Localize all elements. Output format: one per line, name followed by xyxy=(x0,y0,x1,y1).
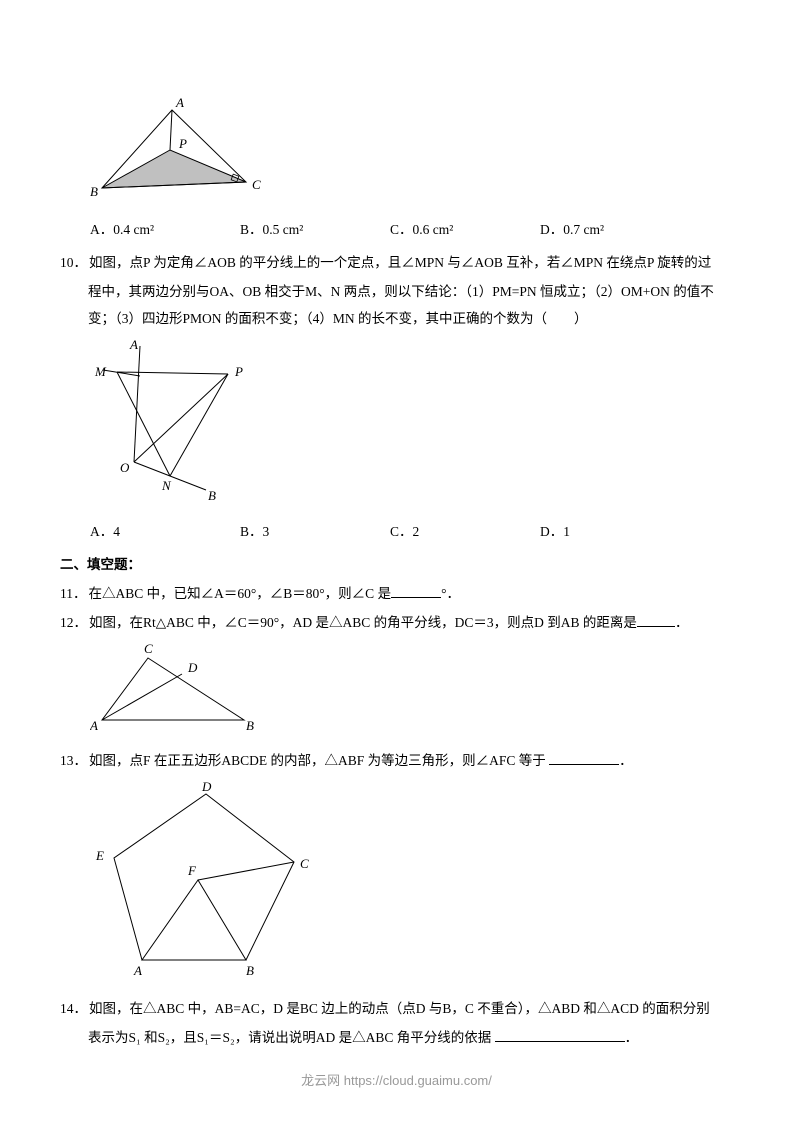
q11-text: 在△ABC 中，已知∠A＝60°，∠B＝80°，则∠C 是 °． xyxy=(89,580,734,607)
label-M: M xyxy=(94,364,107,379)
q14-text1: 如图，在△ABC 中，AB=AC，D 是BC 边上的动点（点D 与B，C 不重合… xyxy=(89,995,733,1022)
q12-text-after: ． xyxy=(675,615,689,630)
label-D: D xyxy=(201,780,212,794)
q10-num: 10． xyxy=(60,249,89,276)
q12-text-before: 如图，在Rt△ABC 中，∠C＝90°，AD 是△ABC 的角平分线，DC＝3，… xyxy=(89,615,637,630)
label-B: B xyxy=(208,488,216,503)
q11-text-after: °． xyxy=(441,586,460,601)
q10-text1: 如图，点P 为定角∠AOB 的平分线上的一个定点，且∠MPN 与∠AOB 互补，… xyxy=(89,249,733,276)
label-A: A xyxy=(175,96,184,110)
q10-figure: A M P O N B xyxy=(90,338,733,512)
q12-svg: C D A B xyxy=(90,642,270,732)
page-footer: 龙云网 https://cloud.guaimu.com/ xyxy=(0,1068,793,1094)
label-N: N xyxy=(161,478,172,493)
q14-blank xyxy=(495,1027,625,1042)
q9-options: A．0.4 cm² B．0.5 cm² C．0.6 cm² D．0.7 cm² xyxy=(90,216,733,243)
label-C: C xyxy=(252,177,261,192)
q14-line1: 14． 如图，在△ABC 中，AB=AC，D 是BC 边上的动点（点D 与B，C… xyxy=(60,995,733,1022)
q10-svg: A M P O N B xyxy=(90,338,270,503)
label-C: C xyxy=(300,856,309,871)
q9-option-b: B．0.5 cm² xyxy=(240,216,390,243)
q10-option-d: D．1 xyxy=(540,518,690,545)
q13-text-after: ． xyxy=(619,753,633,768)
q13-num: 13． xyxy=(60,747,89,774)
label-P: P xyxy=(234,364,243,379)
label-F: F xyxy=(187,863,197,878)
q9-figure: A P B C xyxy=(90,96,733,210)
q10-text3: 变；（3）四边形PMON 的面积不变；（4）MN 的长不变，其中正确的个数为（ … xyxy=(60,305,733,332)
q10-line1: 10． 如图，点P 为定角∠AOB 的平分线上的一个定点，且∠MPN 与∠AOB… xyxy=(60,249,733,276)
q10-option-a: A．4 xyxy=(90,518,240,545)
q12-figure: C D A B xyxy=(90,642,733,741)
q9-option-c: C．0.6 cm² xyxy=(390,216,540,243)
label-E: E xyxy=(95,848,104,863)
q12-line: 12． 如图，在Rt△ABC 中，∠C＝90°，AD 是△ABC 的角平分线，D… xyxy=(60,609,733,636)
q9-option-a: A．0.4 cm² xyxy=(90,216,240,243)
label-C: C xyxy=(144,642,153,656)
q14-text2-after: ． xyxy=(625,1030,639,1045)
label-B: B xyxy=(246,718,254,732)
q11-num: 11． xyxy=(60,580,89,607)
q12-blank xyxy=(637,612,675,627)
q13-svg: D E C F A B xyxy=(90,780,320,980)
label-B: B xyxy=(246,963,254,978)
q13-text-before: 如图，点F 在正五边形ABCDE 的内部，△ABF 为等边三角形，则∠AFC 等… xyxy=(89,753,549,768)
q10-options: A．4 B．3 C．2 D．1 xyxy=(90,518,733,545)
q13-text: 如图，点F 在正五边形ABCDE 的内部，△ABF 为等边三角形，则∠AFC 等… xyxy=(89,747,733,774)
q10-text2: 程中，其两边分别与OA、OB 相交于M、N 两点，则以下结论：（1）PM=PN … xyxy=(60,278,733,305)
q10-option-b: B．3 xyxy=(240,518,390,545)
label-D: D xyxy=(187,660,198,675)
q10-option-c: C．2 xyxy=(390,518,540,545)
label-A: A xyxy=(133,963,142,978)
q9-option-d: D．0.7 cm² xyxy=(540,216,690,243)
q11-text-before: 在△ABC 中，已知∠A＝60°，∠B＝80°，则∠C 是 xyxy=(89,586,392,601)
label-O: O xyxy=(120,460,130,475)
section-2-title: 二、填空题： xyxy=(60,551,733,578)
label-A: A xyxy=(90,718,98,732)
q11-blank xyxy=(391,583,441,598)
label-P: P xyxy=(178,136,187,151)
q9-svg: A P B C xyxy=(90,96,265,201)
q14-text2-before: 表示为S₁ 和S₂，且S₁＝S₂，请说出说明AD 是△ABC 角平分线的依据 xyxy=(88,1030,495,1045)
q11-line: 11． 在△ABC 中，已知∠A＝60°，∠B＝80°，则∠C 是 °． xyxy=(60,580,733,607)
q12-num: 12． xyxy=(60,609,89,636)
q14-line2: 表示为S₁ 和S₂，且S₁＝S₂，请说出说明AD 是△ABC 角平分线的依据 ． xyxy=(60,1024,733,1051)
label-B: B xyxy=(90,184,98,199)
q13-figure: D E C F A B xyxy=(90,780,733,989)
label-A: A xyxy=(129,338,138,352)
q12-text: 如图，在Rt△ABC 中，∠C＝90°，AD 是△ABC 的角平分线，DC＝3，… xyxy=(89,609,733,636)
q13-blank xyxy=(549,750,619,765)
q13-line: 13． 如图，点F 在正五边形ABCDE 的内部，△ABF 为等边三角形，则∠A… xyxy=(60,747,733,774)
q14-num: 14． xyxy=(60,995,89,1022)
